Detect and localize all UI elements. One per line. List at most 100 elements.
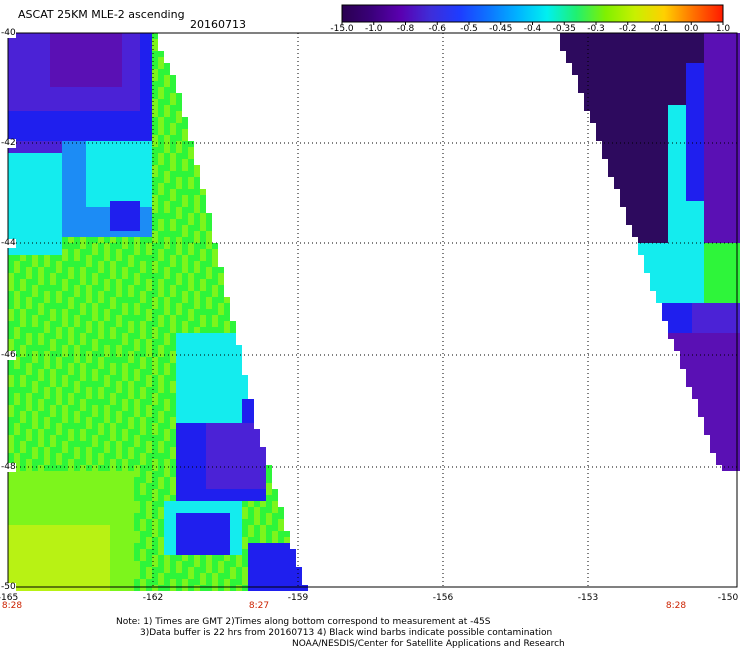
- grid-cell: [32, 129, 38, 135]
- grid-cell: [674, 339, 680, 345]
- grid-cell: [74, 453, 80, 459]
- grid-cell: [92, 525, 98, 531]
- grid-cell: [68, 129, 74, 135]
- grid-cell: [98, 519, 104, 525]
- grid-cell: [716, 195, 722, 201]
- color-scale-label: -1.0: [364, 24, 383, 34]
- grid-cell: [680, 219, 686, 225]
- grid-cell: [698, 111, 704, 117]
- grid-cell: [674, 207, 680, 213]
- grid-cell: [626, 117, 632, 123]
- grid-cell: [110, 123, 116, 129]
- grid-cell: [8, 459, 14, 465]
- grid-cell: [26, 237, 32, 243]
- grid-cell: [62, 237, 68, 243]
- grid-cell: [98, 345, 104, 351]
- grid-cell: [92, 99, 98, 105]
- grid-cell: [122, 105, 128, 111]
- grid-cell: [146, 165, 152, 171]
- grid-cell: [20, 267, 26, 273]
- grid-cell: [98, 159, 104, 165]
- grid-cell: [668, 111, 674, 117]
- grid-cell: [86, 387, 92, 393]
- grid-cell: [92, 345, 98, 351]
- grid-cell: [254, 483, 260, 489]
- grid-cell: [140, 309, 146, 315]
- grid-cell: [686, 201, 692, 207]
- grid-cell: [188, 363, 194, 369]
- grid-cell: [188, 327, 194, 333]
- grid-cell: [236, 423, 242, 429]
- grid-cell: [710, 213, 716, 219]
- grid-cell: [80, 333, 86, 339]
- grid-cell: [50, 483, 56, 489]
- grid-cell: [116, 255, 122, 261]
- grid-cell: [716, 189, 722, 195]
- grid-cell: [680, 87, 686, 93]
- grid-cell: [644, 39, 650, 45]
- grid-cell: [80, 51, 86, 57]
- grid-cell: [14, 375, 20, 381]
- grid-cell: [158, 135, 164, 141]
- grid-cell: [716, 279, 722, 285]
- grid-cell: [122, 45, 128, 51]
- grid-cell: [20, 435, 26, 441]
- grid-cell: [590, 117, 596, 123]
- grid-cell: [176, 351, 182, 357]
- grid-cell: [716, 327, 722, 333]
- grid-cell: [728, 255, 734, 261]
- grid-cell: [614, 81, 620, 87]
- grid-cell: [38, 261, 44, 267]
- grid-cell: [38, 285, 44, 291]
- grid-cell: [596, 45, 602, 51]
- grid-cell: [722, 357, 728, 363]
- grid-cell: [128, 531, 134, 537]
- grid-cell: [710, 309, 716, 315]
- grid-cell: [710, 153, 716, 159]
- grid-cell: [206, 357, 212, 363]
- grid-cell: [74, 363, 80, 369]
- grid-cell: [188, 435, 194, 441]
- grid-cell: [98, 549, 104, 555]
- grid-cell: [98, 93, 104, 99]
- grid-cell: [164, 411, 170, 417]
- grid-cell: [20, 411, 26, 417]
- grid-cell: [86, 351, 92, 357]
- grid-cell: [680, 51, 686, 57]
- grid-cell: [98, 81, 104, 87]
- grid-cell: [584, 51, 590, 57]
- grid-cell: [50, 387, 56, 393]
- grid-cell: [248, 453, 254, 459]
- grid-cell: [38, 537, 44, 543]
- grid-cell: [668, 99, 674, 105]
- grid-cell: [128, 309, 134, 315]
- grid-cell: [26, 255, 32, 261]
- grid-cell: [122, 339, 128, 345]
- grid-cell: [674, 261, 680, 267]
- grid-cell: [218, 327, 224, 333]
- grid-cell: [146, 321, 152, 327]
- grid-cell: [716, 51, 722, 57]
- grid-cell: [8, 471, 14, 477]
- grid-cell: [656, 231, 662, 237]
- grid-cell: [164, 177, 170, 183]
- grid-cell: [692, 81, 698, 87]
- grid-cell: [8, 447, 14, 453]
- grid-cell: [146, 99, 152, 105]
- grid-cell: [134, 159, 140, 165]
- grid-cell: [62, 483, 68, 489]
- grid-cell: [254, 513, 260, 519]
- grid-cell: [122, 561, 128, 567]
- grid-cell: [8, 483, 14, 489]
- time-label: 8:27: [248, 601, 270, 611]
- grid-cell: [50, 537, 56, 543]
- grid-cell: [194, 165, 200, 171]
- grid-cell: [710, 387, 716, 393]
- grid-cell: [194, 351, 200, 357]
- grid-cell: [122, 159, 128, 165]
- grid-cell: [668, 39, 674, 45]
- grid-cell: [50, 69, 56, 75]
- grid-cell: [158, 513, 164, 519]
- grid-cell: [236, 357, 242, 363]
- grid-cell: [146, 315, 152, 321]
